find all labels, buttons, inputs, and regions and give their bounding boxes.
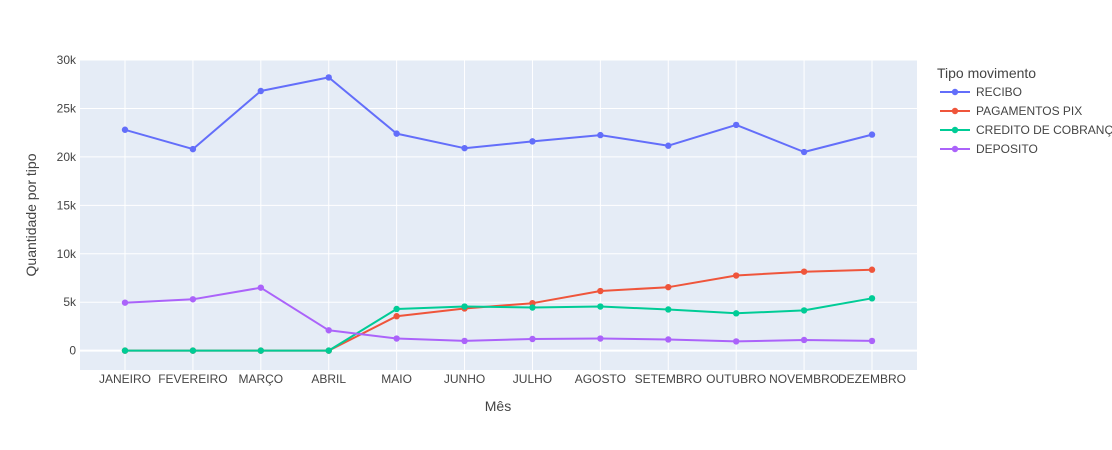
data-point[interactable] — [597, 131, 604, 139]
data-point[interactable] — [393, 305, 400, 313]
data-point[interactable] — [121, 126, 129, 133]
data-point[interactable] — [121, 299, 129, 306]
legend-marker — [951, 107, 959, 115]
data-point[interactable] — [529, 304, 536, 311]
data-point[interactable] — [393, 335, 400, 342]
x-tick-label: NOVEMBRO — [769, 372, 839, 386]
x-tick-label: ABRIL — [311, 372, 346, 386]
x-axis-title: Mês — [485, 398, 511, 414]
x-tick-label: JANEIRO — [99, 372, 151, 386]
x-tick-label: FEVEREIRO — [158, 372, 227, 386]
data-point[interactable] — [597, 303, 604, 310]
y-tick-label: 15k — [57, 198, 77, 212]
data-point[interactable] — [461, 337, 468, 345]
plot-background — [80, 60, 917, 370]
legend-label: PAGAMENTOS PIX — [976, 104, 1082, 118]
legend-item[interactable]: DEPOSITO — [940, 142, 1038, 156]
x-axis-ticks: JANEIRO FEVEREIRO MARÇO ABRIL MAIO JUNHO JULHO… — [99, 372, 906, 386]
data-point[interactable] — [868, 295, 876, 302]
legend-label: RECIBO — [976, 85, 1022, 99]
data-point[interactable] — [732, 310, 740, 317]
data-point[interactable] — [325, 347, 332, 354]
data-point[interactable] — [257, 284, 265, 291]
series-deposito — [121, 284, 876, 345]
data-point[interactable] — [800, 336, 808, 344]
y-axis-ticks: 0 5k 10k 15k 20k 25k 30k — [57, 53, 77, 358]
y-tick-label: 25k — [57, 101, 77, 115]
data-point[interactable] — [461, 303, 468, 310]
y-axis-title: Quantidade por tipo — [23, 153, 39, 276]
x-tick-label: MARÇO — [238, 372, 283, 386]
data-point[interactable] — [325, 327, 332, 334]
x-tick-label: JUNHO — [444, 372, 485, 386]
legend-item[interactable]: RECIBO — [940, 85, 1022, 99]
data-point[interactable] — [529, 335, 536, 343]
data-point[interactable] — [189, 347, 197, 354]
series-line — [124, 76, 873, 153]
data-point[interactable] — [732, 338, 740, 345]
data-point[interactable] — [732, 121, 740, 129]
legend-label: DEPOSITO — [976, 142, 1038, 156]
legend-item[interactable]: CREDITO DE COBRANÇA — [940, 123, 1112, 137]
x-tick-label: SETEMBRO — [635, 372, 702, 386]
data-point[interactable] — [665, 336, 672, 343]
y-tick-label: 0 — [69, 344, 76, 358]
series-line — [124, 286, 873, 343]
x-tick-label: DEZEMBRO — [838, 372, 906, 386]
gridlines — [80, 59, 917, 370]
data-point[interactable] — [732, 272, 740, 279]
series-layer — [121, 74, 876, 354]
y-tick-label: 10k — [57, 247, 77, 261]
legend-marker — [951, 145, 959, 153]
data-point[interactable] — [597, 287, 604, 295]
legend-item[interactable]: PAGAMENTOS PIX — [940, 104, 1082, 118]
legend-title: Tipo movimento — [937, 65, 1036, 81]
data-point[interactable] — [665, 283, 672, 291]
data-point[interactable] — [868, 337, 876, 345]
data-point[interactable] — [257, 87, 265, 95]
data-point[interactable] — [800, 307, 808, 314]
x-tick-label: JULHO — [513, 372, 552, 386]
data-point[interactable] — [800, 148, 808, 156]
data-point[interactable] — [597, 335, 604, 342]
data-point[interactable] — [257, 347, 265, 354]
data-point[interactable] — [665, 306, 672, 313]
y-tick-label: 5k — [63, 295, 77, 309]
data-point[interactable] — [529, 138, 536, 145]
data-point[interactable] — [325, 74, 332, 81]
data-point[interactable] — [189, 145, 197, 153]
legend-label: CREDITO DE COBRANÇA — [976, 123, 1112, 137]
data-point[interactable] — [189, 296, 197, 303]
series-line — [125, 297, 873, 352]
x-tick-label: AGOSTO — [575, 372, 626, 386]
legend: Tipo movimento RECIBO PAGAMENTOS PIX CREDI… — [937, 65, 1112, 156]
x-tick-label: OUTUBRO — [706, 372, 766, 386]
x-tick-label: MAIO — [381, 372, 412, 386]
data-point[interactable] — [665, 142, 672, 149]
series-credito-de-cobran-a — [121, 295, 876, 354]
data-point[interactable] — [121, 347, 129, 354]
data-point[interactable] — [868, 266, 876, 273]
data-point[interactable] — [800, 268, 808, 275]
legend-marker — [951, 126, 959, 134]
series-recibo — [121, 74, 876, 156]
y-tick-label: 30k — [57, 53, 77, 67]
data-point[interactable] — [868, 131, 876, 138]
data-point[interactable] — [393, 130, 400, 137]
y-tick-label: 20k — [57, 150, 77, 164]
legend-marker — [951, 88, 959, 96]
data-point[interactable] — [393, 313, 400, 320]
data-point[interactable] — [461, 144, 468, 152]
